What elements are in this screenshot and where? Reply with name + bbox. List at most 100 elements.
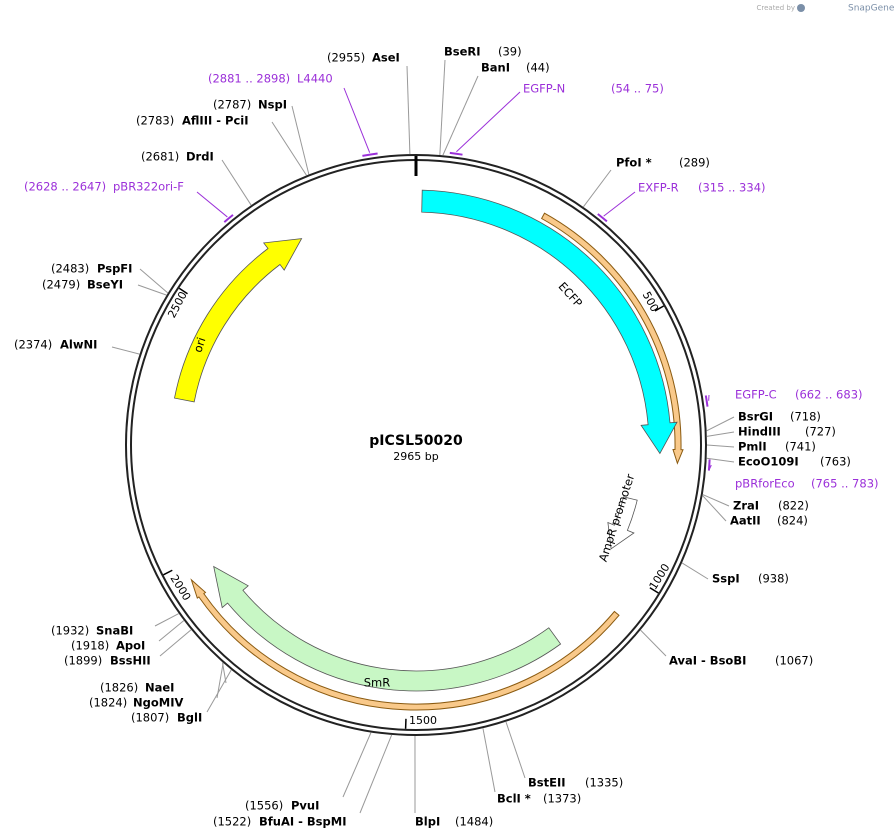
enzyme-leader xyxy=(406,65,411,155)
primer-arc xyxy=(190,578,620,711)
plasmid-name: pICSL50020 xyxy=(369,433,463,449)
enzyme-name: SnaBI xyxy=(96,624,133,638)
enzyme-position: (741) xyxy=(785,440,816,454)
primer-name: EXFP-R xyxy=(638,181,679,195)
primer-arc xyxy=(540,212,684,465)
enzyme-name: BssHII xyxy=(110,654,151,668)
enzyme-leader xyxy=(681,562,709,580)
enzyme-name: ApoI xyxy=(116,639,145,653)
watermark-brand: SnapGene xyxy=(848,4,895,14)
enzyme-name: PmlI xyxy=(738,440,767,454)
enzyme-name: SspI xyxy=(712,572,740,586)
primer-range: (2628 .. 2647) xyxy=(24,180,106,194)
enzyme-name: AatII xyxy=(730,514,761,528)
enzyme-name: NspI xyxy=(258,98,287,112)
enzyme-leader xyxy=(271,121,307,176)
enzyme-leader xyxy=(206,669,232,713)
scale-tick xyxy=(654,305,665,312)
primer-leader xyxy=(603,191,636,217)
enzyme-position: (1522) xyxy=(213,815,251,829)
primer-range: (315 .. 334) xyxy=(698,181,766,195)
enzyme-position: (2374) xyxy=(14,338,52,352)
enzyme-position: (2483) xyxy=(51,262,89,276)
enzyme-leader xyxy=(702,495,727,522)
primer-leader xyxy=(708,464,712,471)
enzyme-leader xyxy=(221,662,227,684)
enzyme-position: (1932) xyxy=(51,624,89,638)
enzyme-leader xyxy=(111,346,140,355)
enzyme-name: PspFI xyxy=(97,262,132,276)
enzyme-name: BseYI xyxy=(87,278,123,292)
enzyme-leader xyxy=(505,721,526,779)
enzyme-name: AlwNI xyxy=(60,338,97,352)
enzyme-leader xyxy=(359,734,393,814)
enzyme-name: BseRI xyxy=(444,45,481,59)
enzyme-position: (727) xyxy=(805,425,836,439)
enzyme-name: AvaI - BsoBI xyxy=(669,654,746,668)
enzyme-position: (1807) xyxy=(131,711,169,725)
scale-tick xyxy=(163,569,173,576)
enzyme-name: BsrGI xyxy=(738,410,773,424)
enzyme-leader xyxy=(482,728,496,793)
feature-label: SmR xyxy=(364,676,391,690)
feature-label: ECFP xyxy=(556,279,586,310)
enzyme-position: (718) xyxy=(790,410,821,424)
enzyme-position: (763) xyxy=(820,455,851,469)
enzyme-leader xyxy=(137,284,167,296)
primer-name: L4440 xyxy=(297,72,333,86)
enzyme-leader xyxy=(221,159,252,206)
enzyme-leader xyxy=(582,169,612,208)
primer-range: (765 .. 783) xyxy=(811,477,879,491)
enzyme-position: (824) xyxy=(777,514,808,528)
scale-label: 1500 xyxy=(409,714,437,727)
primer-range: (2881 .. 2898) xyxy=(208,72,290,86)
enzyme-leader xyxy=(702,494,730,507)
primer-site xyxy=(597,213,608,223)
feature-label: ori xyxy=(191,336,209,355)
enzyme-leader xyxy=(706,457,735,463)
enzyme-position: (2955) xyxy=(327,51,365,65)
plasmid-size: 2965 bp xyxy=(393,450,438,463)
enzyme-position: (1826) xyxy=(100,681,138,695)
enzyme-position: (1484) xyxy=(455,815,493,829)
enzyme-name: NaeI xyxy=(145,681,174,695)
scale-tick xyxy=(178,287,188,295)
enzyme-name: BglI xyxy=(177,711,202,725)
primer-range: (662 .. 683) xyxy=(795,388,863,402)
enzyme-name: BfuAI - BspMI xyxy=(259,815,346,829)
enzyme-position: (2787) xyxy=(213,98,251,112)
backbone-outer xyxy=(125,154,707,736)
enzyme-name: DrdI xyxy=(186,150,214,164)
enzyme-name: BanI xyxy=(481,61,510,75)
enzyme-position: (822) xyxy=(778,499,809,513)
primer-leader xyxy=(456,91,521,153)
enzyme-leader xyxy=(159,629,192,657)
enzyme-leader xyxy=(291,105,310,175)
logo xyxy=(797,4,805,12)
enzyme-name: ZraI xyxy=(733,499,759,513)
enzyme-leader xyxy=(442,75,479,156)
enzyme-name: BstEII xyxy=(528,776,566,790)
primer-leader xyxy=(343,87,371,153)
enzyme-position: (39) xyxy=(498,45,522,59)
enzyme-position: (2783) xyxy=(136,114,174,128)
enzyme-leader xyxy=(439,59,446,156)
enzyme-position: (1556) xyxy=(245,799,283,813)
enzyme-name: EcoO109I xyxy=(738,455,799,469)
feature-arrow xyxy=(174,238,303,403)
primer-leader xyxy=(196,191,228,218)
enzyme-leader xyxy=(216,662,224,699)
primer-site xyxy=(362,152,378,157)
enzyme-leader xyxy=(640,629,667,657)
primer-site xyxy=(704,395,709,407)
primer-range: (54 .. 75) xyxy=(611,82,664,96)
enzyme-leader xyxy=(706,444,735,448)
enzyme-position: (1373) xyxy=(543,792,581,806)
scale-label: 2000 xyxy=(167,572,193,603)
enzyme-position: (289) xyxy=(679,156,710,170)
enzyme-position: (2479) xyxy=(42,278,80,292)
enzyme-name: AseI xyxy=(372,51,400,65)
enzyme-leader xyxy=(706,416,735,432)
enzyme-position: (1335) xyxy=(585,776,623,790)
